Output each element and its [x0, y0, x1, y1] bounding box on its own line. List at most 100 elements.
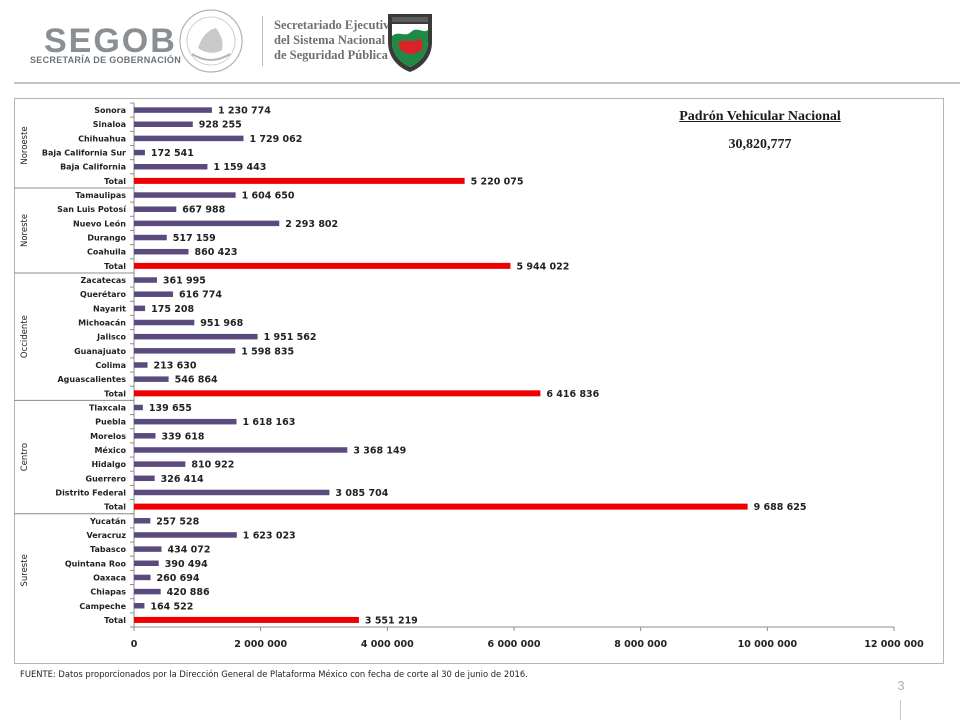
- data-label: 5 944 022: [516, 261, 569, 272]
- data-label: 9 688 625: [754, 502, 807, 513]
- data-label: 172 541: [151, 148, 194, 159]
- data-label: 1 159 443: [213, 162, 266, 173]
- bar-total: [134, 390, 541, 397]
- data-label: 1 598 835: [241, 346, 294, 357]
- bar: [134, 192, 236, 198]
- bar: [134, 277, 157, 283]
- data-label: 420 886: [167, 587, 210, 598]
- data-label: 1 618 163: [242, 417, 295, 428]
- category-label: Sinaloa: [93, 120, 126, 129]
- bar: [134, 489, 330, 496]
- data-label: 810 922: [191, 460, 234, 471]
- bar: [134, 433, 156, 439]
- data-label: 1 604 650: [242, 191, 295, 202]
- bar: [134, 149, 145, 156]
- region-label: Noreste: [20, 214, 30, 247]
- bar: [134, 447, 348, 453]
- bar: [134, 248, 189, 255]
- category-label: Quintana Roo: [65, 559, 127, 568]
- data-label: 1 230 774: [218, 106, 271, 117]
- category-label-total: Total: [104, 389, 126, 398]
- bar: [134, 135, 244, 142]
- x-tick-label: 6 000 000: [488, 639, 541, 650]
- header-rule: [14, 82, 960, 84]
- category-label: Guanajuato: [74, 347, 126, 356]
- bar: [134, 206, 177, 212]
- bar: [134, 220, 280, 227]
- category-label: Querétaro: [80, 289, 126, 299]
- bar-total: [134, 262, 511, 269]
- category-label: Morelos: [90, 432, 126, 441]
- source-footnote: FUENTE: Datos proporcionados por la Dire…: [20, 669, 528, 679]
- data-label: 2 293 802: [285, 219, 338, 230]
- category-label-total: Total: [104, 262, 126, 271]
- category-label: Baja California: [60, 163, 126, 172]
- data-label: 517 159: [173, 233, 216, 244]
- region-label: Noroeste: [20, 126, 30, 164]
- data-label: 164 522: [150, 601, 193, 612]
- data-label: 326 414: [161, 474, 204, 485]
- bar: [134, 121, 193, 127]
- bar: [134, 291, 174, 297]
- category-label: Guerrero: [86, 474, 127, 483]
- segob-subtitle: SECRETARÍA DE GOBERNACIÓN: [30, 55, 182, 65]
- category-label: Chiapas: [90, 588, 126, 597]
- category-label: Chihuahua: [78, 134, 126, 143]
- x-tick-label: 12 000 000: [864, 639, 924, 650]
- bar: [134, 574, 151, 581]
- category-label-total: Total: [104, 177, 126, 186]
- x-tick-label: 2 000 000: [234, 639, 287, 650]
- header-divider: [262, 16, 263, 66]
- data-label: 6 416 836: [546, 389, 599, 400]
- category-label: Colima: [95, 361, 126, 370]
- footer-divider: [900, 700, 901, 720]
- data-label: 390 494: [165, 559, 208, 570]
- data-label: 257 528: [156, 516, 199, 527]
- data-label: 213 630: [154, 361, 197, 372]
- data-label: 3 551 219: [365, 615, 418, 626]
- data-label: 175 208: [151, 304, 194, 315]
- bar: [134, 560, 159, 567]
- bar-total: [134, 503, 748, 510]
- data-label: 1 951 562: [264, 332, 317, 343]
- bar: [134, 305, 146, 312]
- region-label: Sureste: [20, 554, 30, 586]
- data-label: 928 255: [199, 120, 242, 131]
- bar: [134, 461, 186, 467]
- data-label: 361 995: [163, 276, 206, 287]
- data-label: 339 618: [162, 431, 205, 442]
- bar: [134, 532, 237, 538]
- category-label: Nuevo León: [73, 218, 126, 228]
- category-label: San Luis Potosí: [57, 205, 127, 214]
- data-label: 434 072: [167, 545, 210, 556]
- bar: [134, 376, 169, 382]
- data-label: 5 220 075: [471, 176, 524, 187]
- data-label: 616 774: [179, 290, 222, 301]
- data-label: 260 694: [157, 573, 200, 584]
- bar-total: [134, 177, 465, 184]
- x-tick-label: 8 000 000: [614, 639, 667, 650]
- chart-frame: [14, 98, 944, 664]
- x-tick-label: 10 000 000: [738, 639, 798, 650]
- category-label: Coahuila: [87, 248, 126, 257]
- category-label: Puebla: [95, 418, 126, 427]
- region-label: Centro: [20, 443, 30, 471]
- category-label: Aguascalientes: [57, 375, 126, 384]
- category-label: Jalisco: [96, 333, 126, 342]
- category-label: Tlaxcala: [89, 403, 126, 412]
- sesnsp-name: Secretariado Ejecutivo del Sistema Nacio…: [274, 18, 396, 62]
- segob-logo-text: SEGOB: [44, 22, 177, 60]
- page-number: 3: [897, 678, 905, 693]
- bar: [134, 333, 258, 340]
- bar: [134, 348, 236, 354]
- bar: [134, 418, 237, 425]
- bar: [134, 546, 162, 552]
- bar: [134, 234, 167, 241]
- data-label: 3 085 704: [335, 488, 388, 499]
- data-label: 139 655: [149, 403, 192, 414]
- bar: [134, 163, 208, 170]
- data-label: 3 368 149: [353, 445, 406, 456]
- category-label: Hidalgo: [91, 460, 126, 469]
- category-label: Tabasco: [90, 545, 126, 554]
- data-label: 951 968: [200, 318, 243, 329]
